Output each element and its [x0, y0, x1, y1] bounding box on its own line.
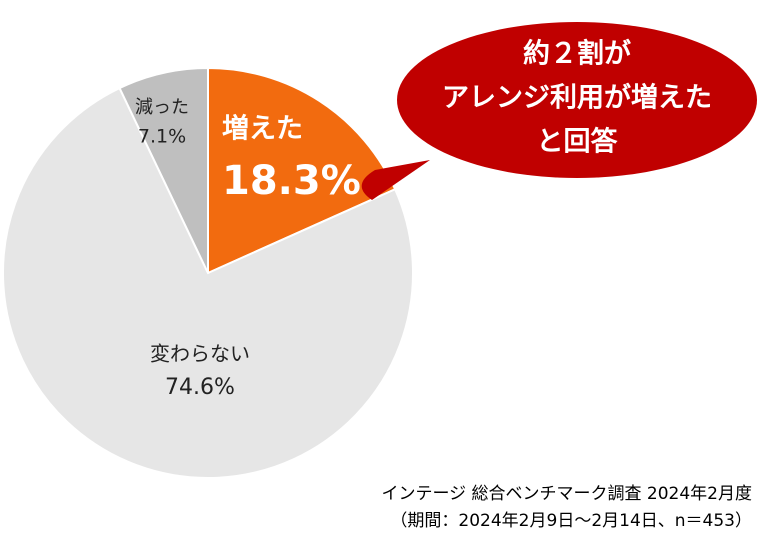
slice-label: 変わらない: [150, 342, 250, 366]
value-label: 18.3%: [222, 158, 361, 204]
source: （期間：2024年2月9日～2月14日、n＝453）: [390, 511, 752, 531]
annotation: アレンジ利用が増えた: [442, 82, 712, 114]
annotation: 約２割が: [523, 38, 631, 70]
value-label: 7.1%: [138, 126, 186, 148]
callout: [397, 22, 757, 178]
pie: [2, 66, 414, 479]
source: インテージ 総合ベンチマーク調査 2024年2月度: [381, 484, 752, 504]
slice: [207, 66, 397, 275]
value-label: 74.6%: [165, 375, 235, 400]
slice-label: 減った: [135, 97, 189, 118]
callout-tail: [361, 160, 430, 200]
slice: [2, 86, 414, 479]
annotation: と回答: [537, 126, 619, 158]
slice-label: 増えた: [222, 113, 303, 145]
slice: [118, 66, 209, 274]
